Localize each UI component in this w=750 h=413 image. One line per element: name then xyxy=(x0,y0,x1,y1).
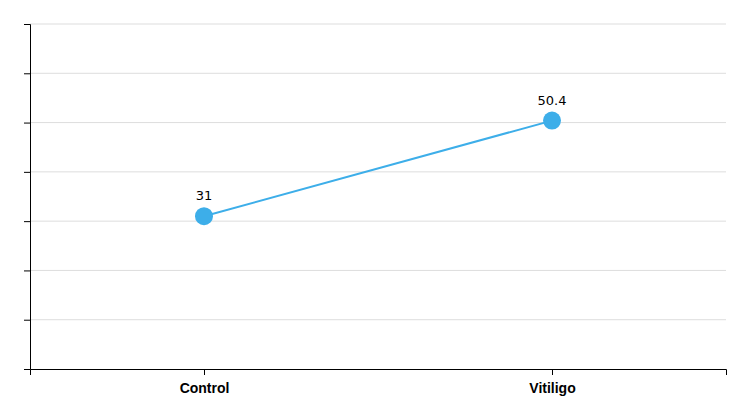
x-tick-mark xyxy=(204,369,205,375)
x-axis-line xyxy=(31,370,727,376)
chart-container: Control Vitiligo 31 50.4 xyxy=(0,0,750,413)
y-tick-mark xyxy=(24,123,30,124)
point xyxy=(195,207,213,225)
grid xyxy=(30,24,726,320)
grid-line xyxy=(30,122,726,123)
y-tick xyxy=(24,270,30,271)
x-tick: Control xyxy=(180,369,230,396)
y-tick xyxy=(24,221,30,222)
y-tick-mark xyxy=(24,73,30,74)
y-tick-mark xyxy=(24,24,30,25)
x-tick-label: Vitiligo xyxy=(529,380,575,396)
y-tick xyxy=(24,320,30,321)
y-axis xyxy=(24,25,31,370)
y-tick-mark xyxy=(24,320,30,321)
y-tick xyxy=(24,123,30,124)
data-label: 50.4 xyxy=(538,93,567,108)
point xyxy=(543,112,561,130)
x-axis: Control Vitiligo xyxy=(31,369,727,396)
grid-line xyxy=(30,73,726,74)
x-tick-mark xyxy=(552,369,553,375)
x-tick: Vitiligo xyxy=(529,369,575,396)
y-axis-line xyxy=(24,25,31,370)
data-label: 31 xyxy=(196,188,213,203)
grid-line xyxy=(30,270,726,271)
line xyxy=(204,121,552,217)
y-tick xyxy=(24,24,30,25)
y-tick-mark xyxy=(24,172,30,173)
y-tick-mark xyxy=(24,270,30,271)
x-tick-label: Control xyxy=(180,380,230,396)
y-tick-mark xyxy=(24,221,30,222)
grid-line xyxy=(30,24,726,25)
grid-line xyxy=(30,171,726,172)
chart-svg: Control Vitiligo 31 50.4 xyxy=(0,0,750,413)
grid-line xyxy=(30,221,726,222)
y-tick xyxy=(24,172,30,173)
grid-line xyxy=(30,319,726,320)
plot-area: Control Vitiligo 31 50.4 xyxy=(24,24,727,396)
series xyxy=(195,112,561,226)
data-labels: 31 50.4 xyxy=(196,93,567,204)
y-tick xyxy=(24,73,30,74)
